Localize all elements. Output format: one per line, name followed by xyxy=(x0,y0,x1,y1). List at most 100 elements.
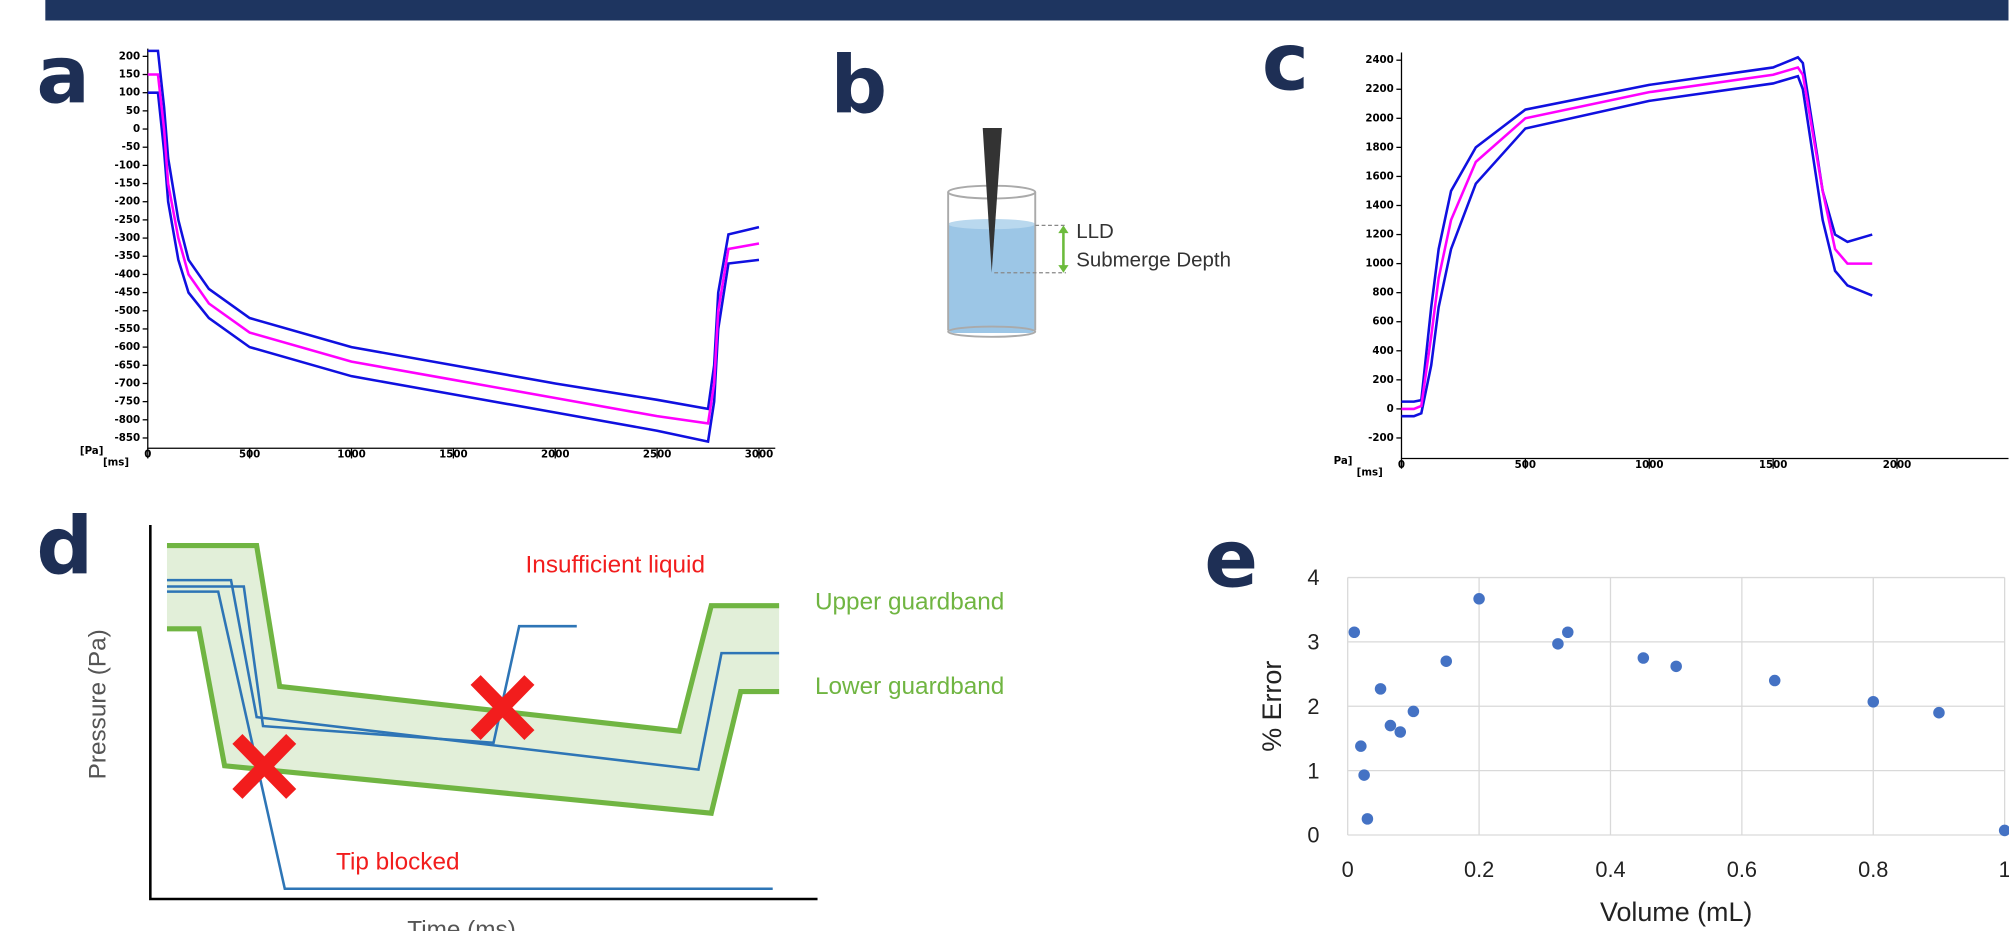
x-tick-label: 2000 xyxy=(541,449,569,461)
y-tick-label: 100 xyxy=(119,87,140,99)
label-lld: LLD xyxy=(1076,220,1114,243)
diagram-d xyxy=(149,525,818,901)
y-tick-label: 2 xyxy=(1307,694,1319,719)
x-tick-label: 0.6 xyxy=(1727,857,1757,882)
diagram-b xyxy=(947,128,1069,338)
y-tick-label: -650 xyxy=(114,359,140,371)
x-tick-label: 0.8 xyxy=(1858,857,1888,882)
y-tick-label: -750 xyxy=(114,396,140,408)
x-tick-label: 2500 xyxy=(643,449,671,461)
point xyxy=(1407,705,1420,718)
y-tick-label: 1200 xyxy=(1365,229,1393,241)
point xyxy=(1933,706,1945,719)
y-tick-label: 200 xyxy=(1372,374,1393,386)
axis-line xyxy=(1400,52,2009,460)
x-axis-title: Time (ms) xyxy=(407,916,516,931)
series-line xyxy=(147,49,760,411)
point xyxy=(1562,626,1574,639)
panel-letter: d xyxy=(36,500,93,593)
y-tick-label: -550 xyxy=(114,323,140,335)
y-tick-label: -50 xyxy=(122,141,141,153)
y-axis-title: Pressure (Pa) xyxy=(85,629,112,779)
y-tick-label: 2000 xyxy=(1365,112,1393,124)
y-tick-label: -450 xyxy=(114,287,140,299)
y-tick-label: 1000 xyxy=(1365,258,1393,270)
point xyxy=(1348,626,1361,639)
point xyxy=(1867,695,1880,708)
y-tick-label: 1 xyxy=(1307,758,1319,783)
y-tick-label: 600 xyxy=(1372,316,1393,328)
series-line xyxy=(147,91,760,444)
y-tick-label: 2400 xyxy=(1365,54,1393,66)
point xyxy=(1394,726,1407,738)
y-tick-label: 1400 xyxy=(1365,199,1393,211)
x-tick-label: 0 xyxy=(144,449,151,461)
panel-letter: a xyxy=(36,28,90,121)
x-tick-label: 1500 xyxy=(439,449,467,461)
x-tick-label: 1000 xyxy=(1635,459,1663,471)
y-tick-label: 800 xyxy=(1372,287,1393,299)
y-tick-label: 1800 xyxy=(1365,141,1393,153)
x-axis-unit: [ms] xyxy=(1357,467,1383,479)
x-tick-label: 0.4 xyxy=(1595,857,1625,882)
point xyxy=(1998,824,2009,837)
y-tick-label: -600 xyxy=(114,341,140,353)
x-axis-unit: [ms] xyxy=(103,456,129,468)
point xyxy=(1670,660,1682,673)
panel-letter: e xyxy=(1204,513,1258,606)
panel-letter: b xyxy=(830,39,887,132)
y-tick-label: -700 xyxy=(114,377,140,389)
x-tick-label: 500 xyxy=(239,449,260,461)
label-lower: Lower guardband xyxy=(815,673,1004,700)
y-tick-label: 400 xyxy=(1372,345,1393,357)
point xyxy=(1358,769,1370,781)
panel-letter: c xyxy=(1262,16,1309,109)
y-tick-label: 1600 xyxy=(1365,170,1393,182)
y-tick-label: -100 xyxy=(114,159,140,171)
series-line xyxy=(1401,74,1873,418)
y-tick-label: -350 xyxy=(114,250,140,262)
y-tick-label: 0 xyxy=(1387,403,1394,415)
y-axis-unit: Pa] xyxy=(1334,455,1353,467)
y-tick-label: -850 xyxy=(114,432,140,444)
x-tick-label: 1000 xyxy=(337,449,365,461)
x-tick-label: 0.2 xyxy=(1464,857,1494,882)
x-tick-label: 0 xyxy=(1398,459,1405,471)
y-tick-label: 200 xyxy=(119,50,140,62)
point xyxy=(1440,655,1453,667)
x-tick-label: 500 xyxy=(1515,459,1536,471)
label-upper: Upper guardband xyxy=(815,589,1004,616)
y-tick-label: -800 xyxy=(114,414,140,426)
y-axis-title: % Error xyxy=(1257,661,1287,752)
series-line xyxy=(147,73,760,425)
series-line xyxy=(1401,65,1873,411)
y-tick-label: 150 xyxy=(119,69,140,81)
point xyxy=(1355,740,1367,752)
point xyxy=(1552,638,1564,650)
x-tick-label: 1500 xyxy=(1759,459,1787,471)
y-tick-label: -150 xyxy=(114,178,140,190)
y-tick-label: -200 xyxy=(1368,432,1394,444)
y-tick-label: 0 xyxy=(133,123,140,135)
label-insufficient: Insufficient liquid xyxy=(526,551,705,578)
axis-line xyxy=(147,48,776,449)
series-line xyxy=(1401,55,1873,403)
point xyxy=(1361,813,1374,825)
y-axis-unit: [Pa] xyxy=(80,445,104,457)
y-tick-label: -250 xyxy=(114,214,140,226)
point xyxy=(1384,719,1397,732)
y-tick-label: 2200 xyxy=(1365,83,1393,95)
y-tick-label: -500 xyxy=(114,305,140,317)
y-tick-label: 0 xyxy=(1307,823,1319,848)
point xyxy=(1768,674,1781,687)
label-blocked: Tip blocked xyxy=(336,849,460,876)
y-tick-label: 4 xyxy=(1307,565,1319,590)
point xyxy=(1637,652,1650,664)
x-axis-title: Volume (mL) xyxy=(1600,897,1752,927)
x-tick-label: 1 xyxy=(1999,857,2009,882)
x-tick-label: 3000 xyxy=(745,449,773,461)
label-depth: Submerge Depth xyxy=(1076,248,1231,271)
y-tick-label: 3 xyxy=(1307,630,1319,655)
banner xyxy=(45,0,2009,21)
